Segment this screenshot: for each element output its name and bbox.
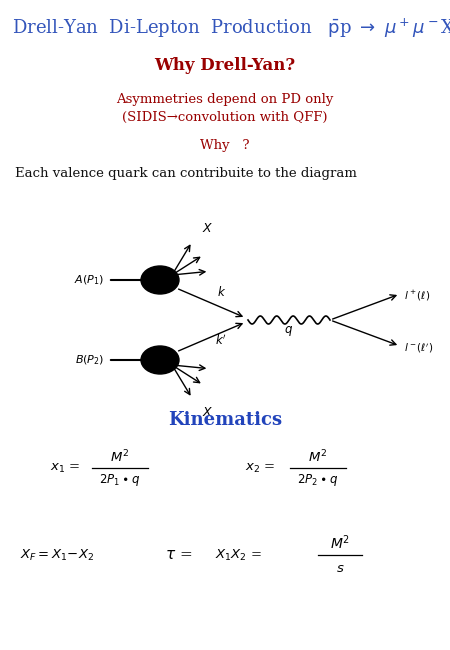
Text: $M^2$: $M^2$ [308,448,328,465]
Text: Why   ?: Why ? [200,138,250,151]
Text: $\tau$ =: $\tau$ = [165,548,192,562]
Ellipse shape [141,266,179,294]
Text: $X_F$$=$$X_1$$-$$X_2$: $X_F$$=$$X_1$$-$$X_2$ [20,547,94,562]
Text: $l^+(\ell)$: $l^+(\ell)$ [404,289,430,303]
Text: $X$: $X$ [202,222,214,235]
Text: $x_2$ =: $x_2$ = [245,462,275,474]
Text: $A(P_1)$: $A(P_1)$ [74,273,104,287]
Text: Asymmetries depend on PD only: Asymmetries depend on PD only [116,94,334,107]
Ellipse shape [141,346,179,374]
Text: $l^-(\ell')$: $l^-(\ell')$ [404,341,433,355]
Text: $B(P_2)$: $B(P_2)$ [75,353,104,367]
Text: (SIDIS→convolution with QFF): (SIDIS→convolution with QFF) [122,111,328,124]
Text: Kinematics: Kinematics [168,411,282,429]
Text: $M^2$: $M^2$ [330,534,350,552]
Text: $2P_1 \bullet q$: $2P_1 \bullet q$ [99,472,140,488]
Text: $k$: $k$ [217,285,226,299]
Text: $k'$: $k'$ [215,333,227,348]
Text: $x_1$ =: $x_1$ = [50,462,80,474]
Text: $X$: $X$ [202,406,214,419]
Text: $q$: $q$ [284,324,293,338]
Text: $M^2$: $M^2$ [110,448,130,465]
Text: $2P_2 \bullet q$: $2P_2 \bullet q$ [297,472,338,488]
Text: $s$: $s$ [336,562,344,575]
Text: Each valence quark can contribuite to the diagram: Each valence quark can contribuite to th… [15,166,357,179]
Text: Drell-Yan  Di-Lepton  Production   $\bar{\mathrm{p}}$p $\rightarrow$ $\mu^+\mu^-: Drell-Yan Di-Lepton Production $\bar{\ma… [12,16,450,40]
Text: Why Drell-Yan?: Why Drell-Yan? [154,57,296,73]
Text: $X_1X_2$ =: $X_1X_2$ = [215,547,262,562]
